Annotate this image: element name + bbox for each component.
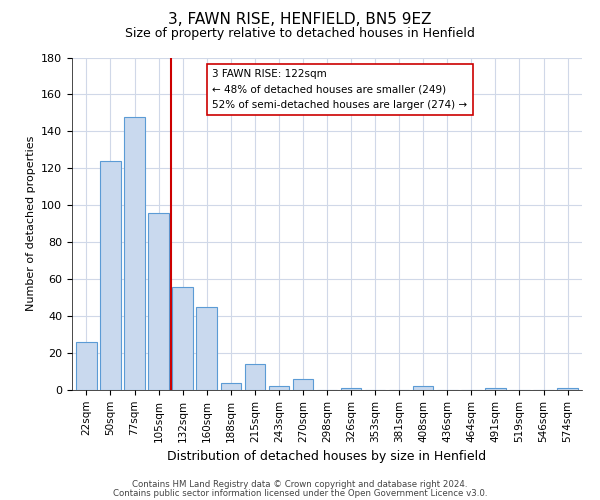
Text: Contains HM Land Registry data © Crown copyright and database right 2024.: Contains HM Land Registry data © Crown c… <box>132 480 468 489</box>
X-axis label: Distribution of detached houses by size in Henfield: Distribution of detached houses by size … <box>167 450 487 463</box>
Bar <box>293 379 313 390</box>
Bar <box>557 388 578 390</box>
Bar <box>148 212 169 390</box>
Bar <box>485 388 506 390</box>
Bar <box>76 342 97 390</box>
Bar <box>269 386 289 390</box>
Text: Contains public sector information licensed under the Open Government Licence v3: Contains public sector information licen… <box>113 488 487 498</box>
Bar <box>124 116 145 390</box>
Bar <box>413 386 433 390</box>
Bar <box>341 388 361 390</box>
Bar <box>221 382 241 390</box>
Bar <box>196 307 217 390</box>
Bar <box>245 364 265 390</box>
Bar <box>100 161 121 390</box>
Bar <box>172 286 193 390</box>
Text: 3 FAWN RISE: 122sqm
← 48% of detached houses are smaller (249)
52% of semi-detac: 3 FAWN RISE: 122sqm ← 48% of detached ho… <box>212 69 467 110</box>
Y-axis label: Number of detached properties: Number of detached properties <box>26 136 35 312</box>
Text: 3, FAWN RISE, HENFIELD, BN5 9EZ: 3, FAWN RISE, HENFIELD, BN5 9EZ <box>168 12 432 28</box>
Text: Size of property relative to detached houses in Henfield: Size of property relative to detached ho… <box>125 28 475 40</box>
